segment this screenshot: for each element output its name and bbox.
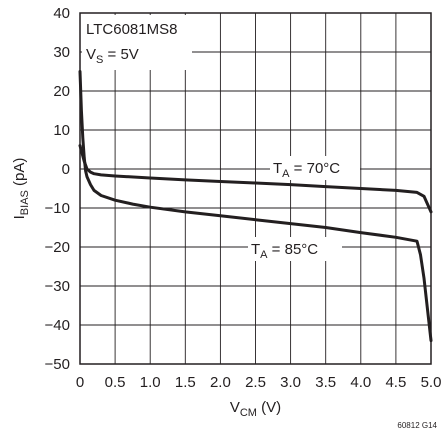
curves [78,70,433,343]
x-tick-label: 0.5 [105,374,126,391]
curve-label-85c: TA = 85°C [251,241,318,261]
x-tick-label: 0 [76,374,84,391]
y-tick-label: 0 [62,161,70,178]
x-tick-label: 2.0 [210,374,231,391]
y-axis-title: IBIAS (pA) [11,158,31,220]
x-tick-label: 3.5 [315,374,336,391]
y-tick-label: 40 [53,5,70,22]
y-tick-label: −20 [45,239,70,256]
x-tick-label: 4.0 [350,374,371,391]
y-tick-label: −30 [45,278,70,295]
x-tick-label: 2.5 [245,374,266,391]
device-label: LTC6081MS8 [86,21,177,38]
y-tick-label: 20 [53,83,70,100]
annotation-background [82,15,192,70]
curve-label-70c: TA = 70°C [273,160,340,180]
y-tick-label: −10 [45,200,70,217]
plot-frame [79,12,432,365]
x-tick-label: 5.0 [421,374,441,391]
x-tick-label: 1.0 [140,374,161,391]
label-85c-background [248,237,342,261]
series-line-curve_85 [78,70,433,343]
y-tick-label: 30 [53,44,70,61]
x-tick-label: 3.0 [280,374,301,391]
grid [80,13,431,364]
y-tick-label: −50 [45,356,70,373]
label-70c-background [270,156,360,180]
x-tick-labels: 0 0.5 1.0 1.5 2.0 2.5 3.0 3.5 4.0 4.5 5.0 [76,374,441,391]
series-line-curve_70 [78,144,433,214]
x-tick-label: 1.5 [175,374,196,391]
y-tick-label: 10 [53,122,70,139]
y-tick-label: −40 [45,317,70,334]
figure-id: 60812 G14 [397,421,437,430]
y-tick-labels: 40 30 20 10 0 −10 −20 −30 −40 −50 [45,5,70,373]
x-tick-label: 4.5 [385,374,406,391]
supply-label: VS = 5V [86,46,139,66]
x-axis-title: VCM (V) [230,399,281,419]
